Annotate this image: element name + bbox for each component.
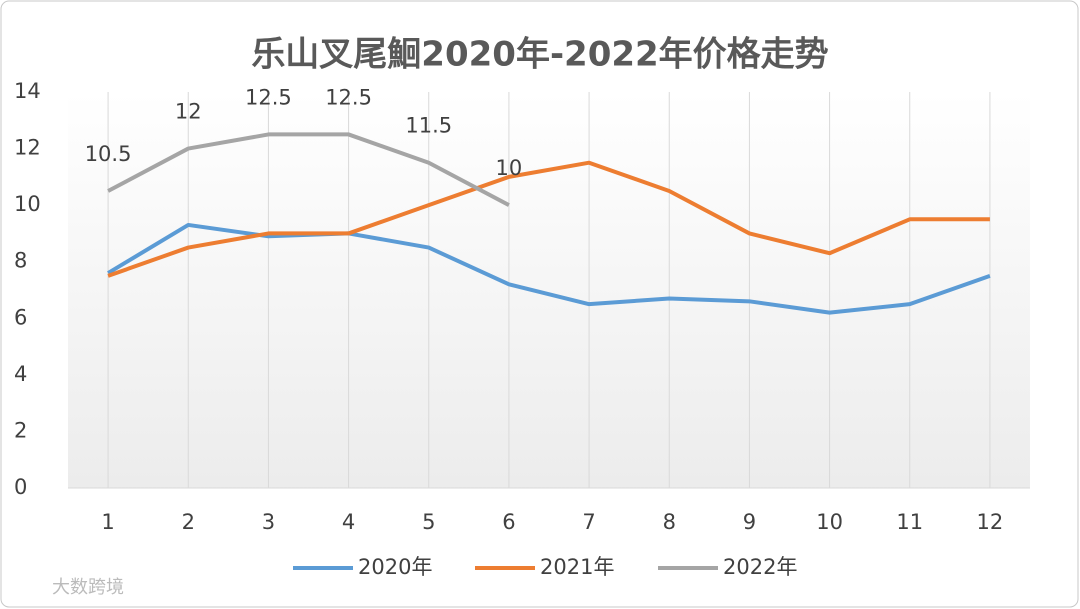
legend-label: 2020年	[358, 555, 432, 579]
x-tick-label: 3	[262, 510, 275, 534]
watermark: 大数跨境	[52, 577, 124, 598]
x-tick-label: 8	[663, 510, 676, 534]
chart-title: 乐山叉尾鮰2020年-2022年价格走势	[251, 35, 828, 75]
x-tick-label: 12	[977, 510, 1004, 534]
x-tick-label: 2	[182, 510, 195, 534]
x-tick-label: 11	[896, 510, 923, 534]
plot-area	[68, 92, 1030, 488]
data-label: 11.5	[405, 114, 452, 138]
y-tick-label: 12	[14, 136, 41, 160]
data-label: 12.5	[245, 85, 292, 109]
y-tick-label: 14	[14, 79, 41, 103]
y-tick-label: 0	[14, 475, 27, 499]
y-tick-label: 2	[14, 418, 27, 442]
x-tick-label: 5	[422, 510, 435, 534]
legend-label: 2022年	[723, 555, 797, 579]
y-tick-label: 10	[14, 192, 41, 216]
data-label: 12	[175, 100, 202, 124]
y-tick-label: 8	[14, 249, 27, 273]
y-tick-label: 4	[14, 362, 27, 386]
series-line	[107, 132, 510, 207]
x-tick-label: 10	[816, 510, 843, 534]
x-tick-label: 1	[101, 510, 114, 534]
data-label: 10.5	[85, 142, 132, 166]
x-tick-label: 6	[502, 510, 515, 534]
data-label: 12.5	[325, 85, 372, 109]
y-tick-label: 6	[14, 305, 27, 329]
data-label: 10	[496, 156, 523, 180]
x-tick-label: 9	[743, 510, 756, 534]
series-line	[107, 160, 990, 278]
legend-label: 2021年	[540, 555, 614, 579]
x-tick-label: 7	[582, 510, 595, 534]
x-tick-label: 4	[342, 510, 355, 534]
